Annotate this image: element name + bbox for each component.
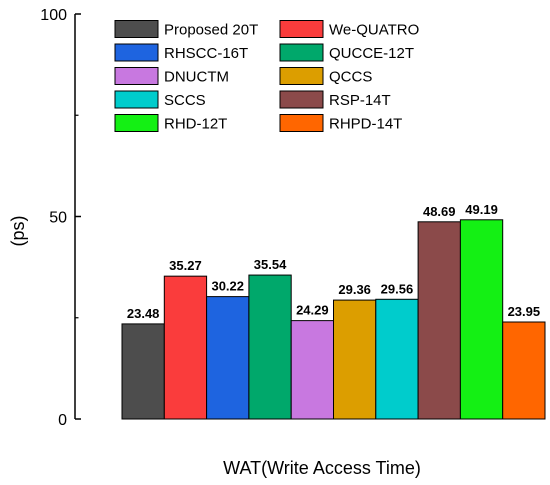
legend-swatch (114, 67, 159, 85)
data-label: 30.22 (211, 279, 244, 294)
legend-label: Proposed 20T (164, 22, 258, 39)
legend-label: QUCCE-12T (329, 45, 414, 62)
data-label: 49.19 (465, 202, 498, 217)
legend-swatch (279, 67, 324, 85)
legend-swatch (114, 114, 159, 132)
legend: Proposed 20T We-QUATRO RHSCC-16T QUCCE-12T D… (114, 20, 419, 133)
legend-swatch (279, 43, 324, 62)
legend-swatch (114, 43, 159, 62)
data-label: 29.56 (381, 281, 414, 296)
legend-swatch (114, 20, 159, 38)
y-tick-label: 50 (49, 210, 67, 227)
bar-qucce-12t (248, 274, 292, 420)
axes: 0 50 100 (40, 7, 81, 429)
data-labels: 23.48 35.27 30.22 35.54 24.29 29.36 29.56 48.69… (127, 202, 540, 321)
bar-qccs (333, 299, 377, 420)
data-label: 35.27 (169, 258, 202, 273)
data-label: 48.69 (423, 204, 456, 219)
bar-sccs (375, 298, 419, 420)
data-label: 29.36 (338, 282, 371, 297)
bar-rhpd-14t (502, 321, 546, 420)
legend-label: RHD-12T (164, 116, 227, 133)
y-tick-label: 0 (58, 412, 67, 429)
bar-rhd-12t (459, 219, 504, 420)
data-label: 24.29 (296, 303, 329, 318)
legend-label: SCCS (164, 92, 206, 109)
legend-label: QCCS (329, 69, 372, 86)
legend-label: DNUCTM (164, 69, 229, 86)
legend-swatch (279, 20, 324, 38)
x-axis-title: WAT(Write Access Time) (223, 458, 421, 478)
bar-dnuctm (290, 320, 335, 420)
legend-label: RSP-14T (329, 92, 391, 109)
legend-swatch (114, 90, 159, 109)
legend-label: RHSCC-16T (164, 45, 248, 62)
y-tick-label: 100 (40, 7, 67, 24)
y-axis-title: (ps) (8, 216, 28, 247)
legend-swatch (279, 90, 324, 109)
data-label: 35.54 (254, 257, 287, 272)
data-label: 23.95 (508, 304, 541, 319)
bar-rhscc-16t (206, 296, 250, 420)
bars (121, 219, 546, 420)
bar-we-quatro (163, 275, 208, 420)
bar-proposed-20t (121, 323, 165, 420)
legend-label: We-QUATRO (329, 22, 419, 39)
bar-rsp-14t (417, 221, 461, 420)
legend-label: RHPD-14T (329, 116, 402, 133)
data-label: 23.48 (127, 306, 160, 321)
legend-swatch (279, 114, 324, 132)
